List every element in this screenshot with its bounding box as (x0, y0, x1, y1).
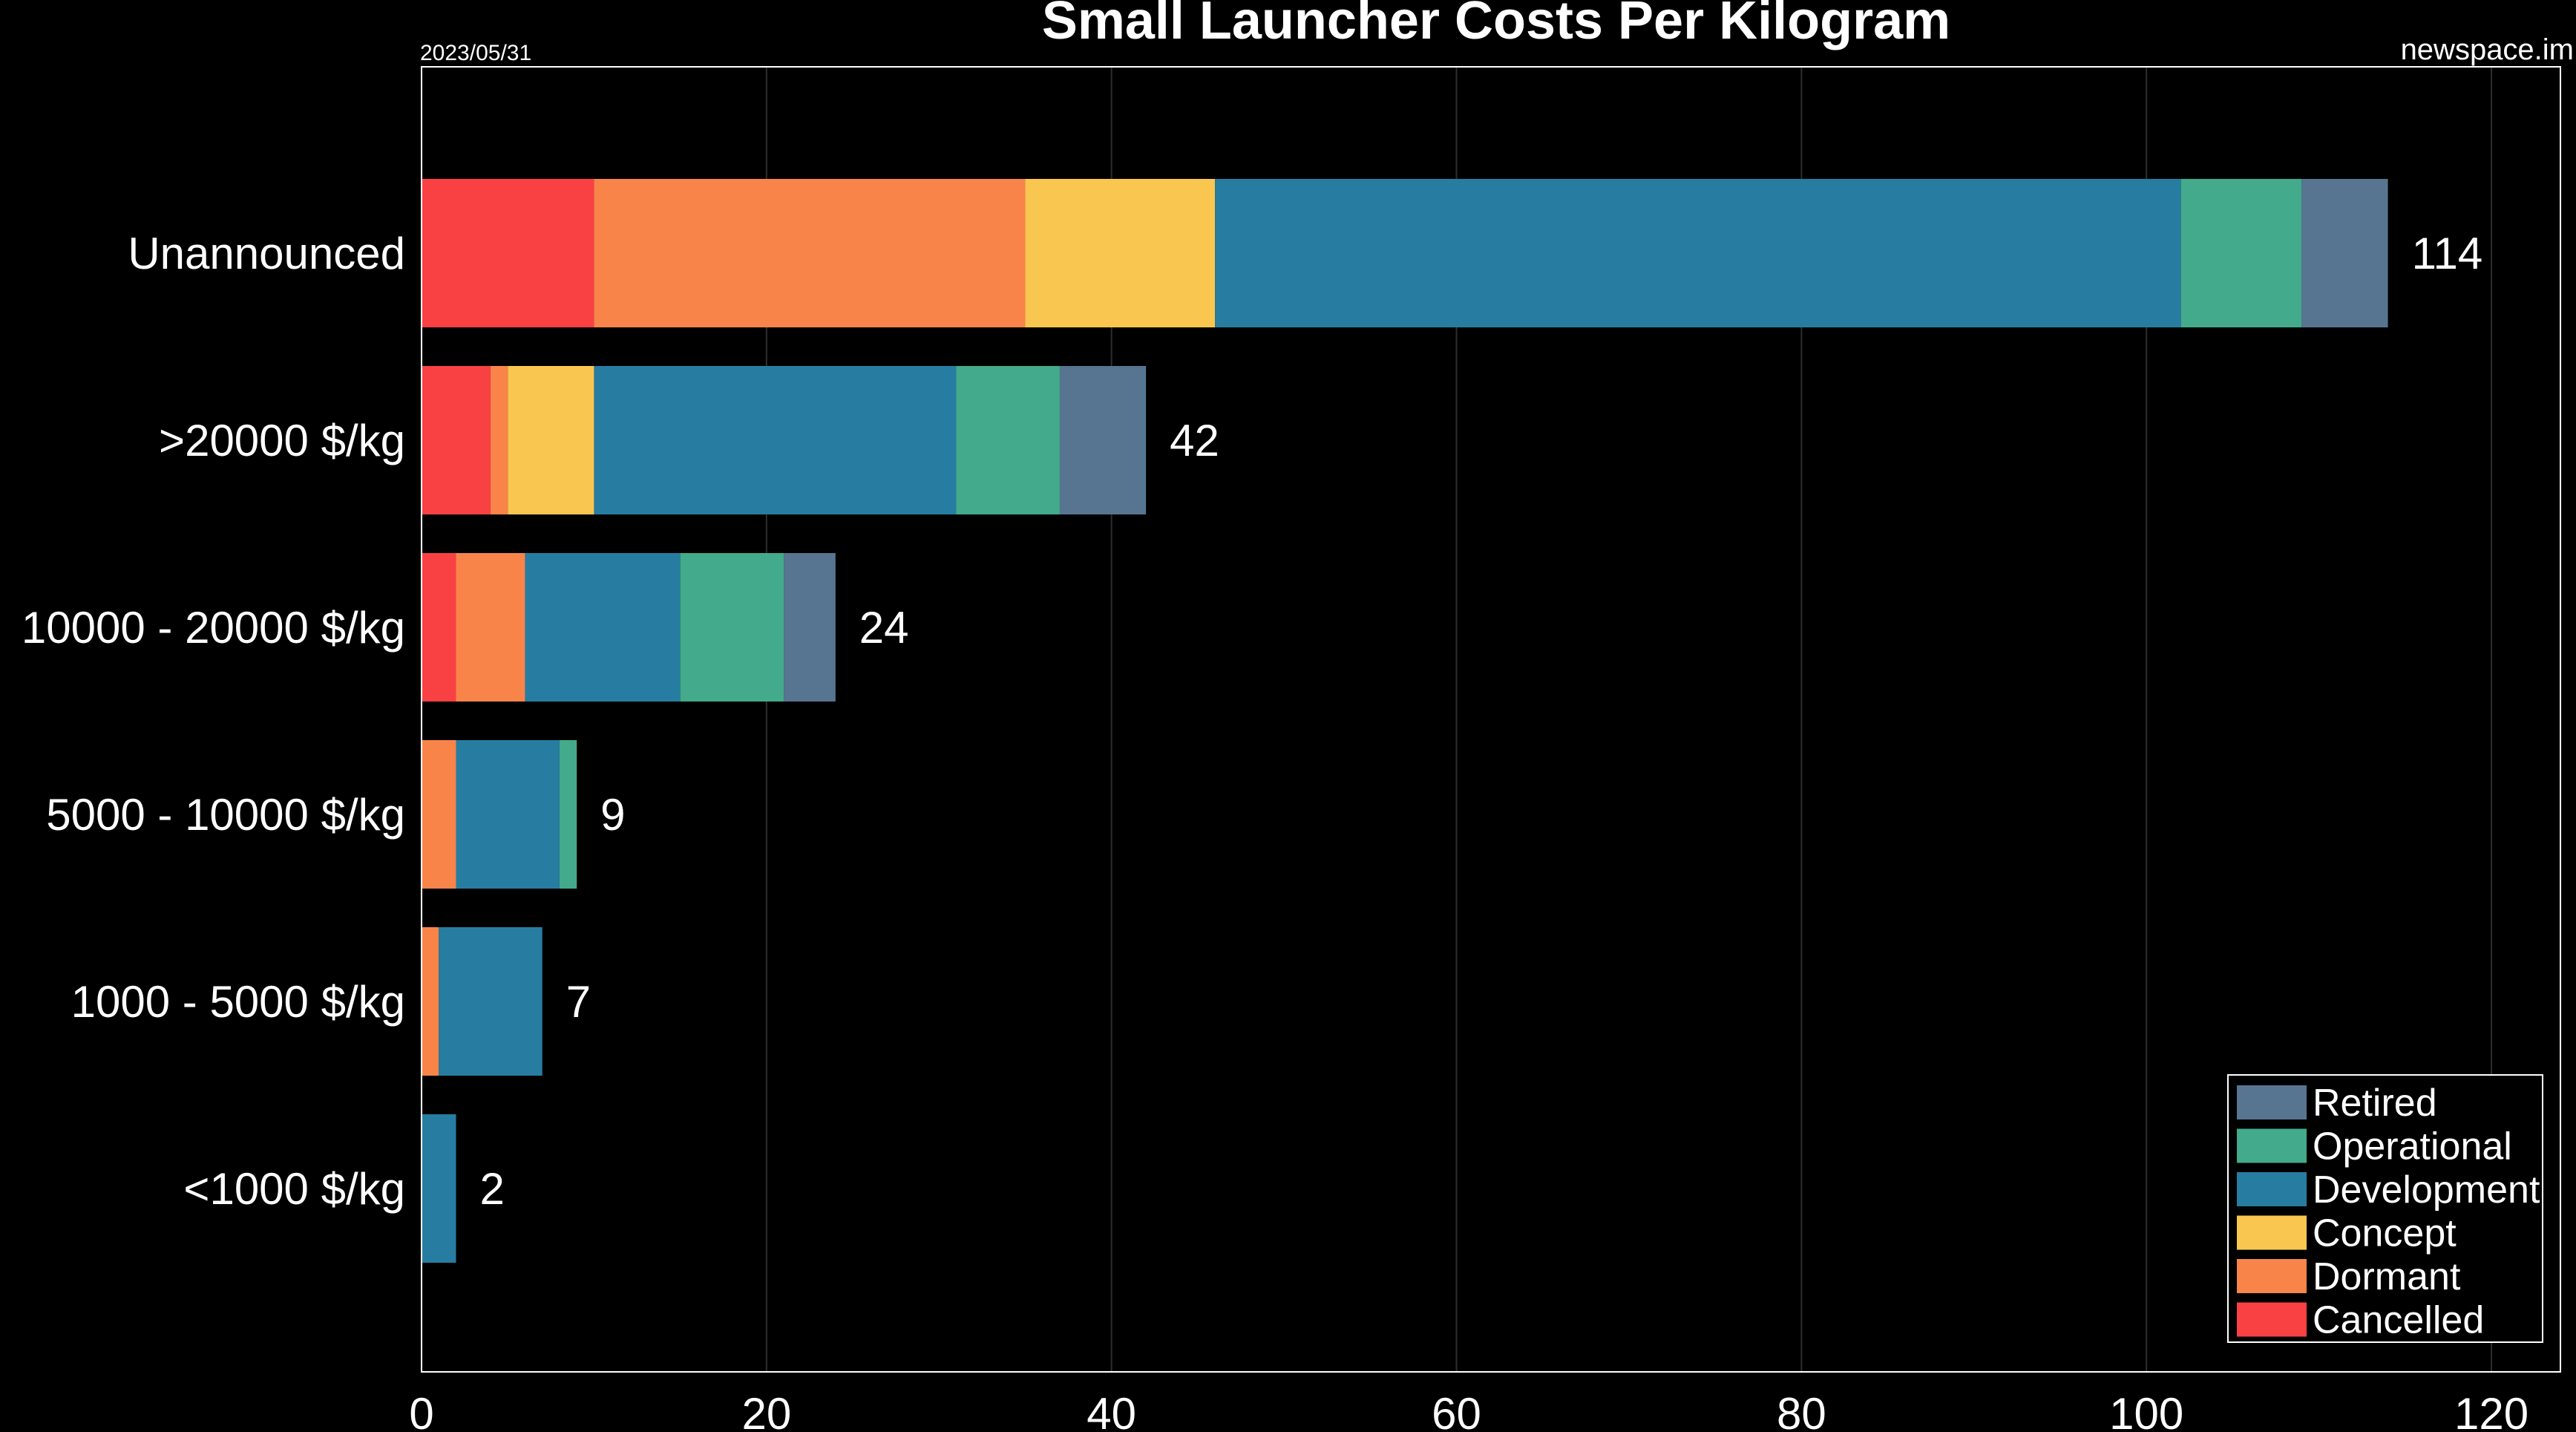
legend: RetiredOperationalDevelopmentConceptDorm… (2227, 1074, 2543, 1343)
x-tick-label: 0 (409, 1389, 433, 1432)
category-label: 1000 - 5000 $/kg (71, 977, 405, 1027)
x-tick-label: 60 (1432, 1389, 1481, 1432)
category-label: 5000 - 10000 $/kg (46, 790, 405, 840)
bar-segment-dormant (594, 179, 1026, 327)
bar-segment-dormant (422, 927, 439, 1076)
chart-title: Small Launcher Costs Per Kilogram (1042, 0, 1950, 50)
bar-segment-cancelled (422, 553, 456, 702)
bar-segment-concept (1025, 179, 1216, 327)
bar-segment-development (1215, 179, 2181, 327)
x-tick-label: 100 (2109, 1389, 2183, 1432)
bar-segment-dormant (422, 740, 456, 889)
bar-segment-development (525, 553, 681, 702)
category-label: <1000 $/kg (183, 1164, 405, 1214)
category-label: 10000 - 20000 $/kg (22, 603, 405, 653)
x-tick-label: 40 (1087, 1389, 1136, 1432)
source-label: newspace.im (2401, 33, 2574, 66)
bar-segment-retired (784, 553, 836, 702)
bar-segment-dormant (490, 366, 508, 514)
bar-segment-retired (1059, 366, 1147, 514)
x-tick-labels: 0 20 40 60 80 100 120 (409, 1389, 2529, 1432)
bar-segment-cancelled (422, 366, 491, 514)
plot-frame (421, 66, 2561, 1373)
bar-segment-operational (559, 740, 577, 889)
legend-swatch (2237, 1172, 2307, 1206)
legend-label: Concept (2313, 1212, 2457, 1255)
x-tick-label: 20 (741, 1389, 791, 1432)
legend-swatch (2237, 1085, 2307, 1119)
bar-segment-concept (508, 366, 594, 514)
legend-label: Cancelled (2313, 1299, 2484, 1342)
x-tick-label: 80 (1777, 1389, 1826, 1432)
category-label: >20000 $/kg (159, 416, 405, 465)
legend-label: Operational (2313, 1125, 2512, 1168)
bar-segment-operational (956, 366, 1060, 514)
legend-swatch (2237, 1259, 2307, 1293)
category-label: Unannounced (128, 229, 405, 278)
bar-segment-development (456, 740, 560, 889)
bar-segment-development (422, 1114, 456, 1263)
legend-swatch (2237, 1302, 2307, 1337)
bar-total-label: 114 (2412, 229, 2483, 278)
x-tick-label: 120 (2454, 1389, 2529, 1432)
bar-segment-dormant (456, 553, 525, 702)
bar-segment-development (594, 366, 957, 514)
legend-swatch (2237, 1128, 2307, 1163)
legend-label: Dormant (2313, 1255, 2461, 1298)
bar-total-label: 24 (859, 603, 909, 653)
category-labels: Unannounced >20000 $/kg 10000 - 20000 $/kg… (22, 229, 405, 1214)
legend-label: Retired (2313, 1082, 2437, 1125)
bar-total-label: 2 (479, 1164, 504, 1214)
bar-segment-development (439, 927, 543, 1076)
bar-total-label: 42 (1170, 416, 1219, 465)
bar-segment-retired (2301, 179, 2388, 327)
bars (422, 179, 2388, 1263)
date-label: 2023/05/31 (420, 41, 531, 65)
bar-segment-cancelled (422, 179, 594, 327)
total-labels: 114 42 24 9 7 2 (479, 229, 2482, 1214)
bar-total-label: 9 (600, 790, 625, 840)
legend-label: Development (2313, 1168, 2540, 1212)
bar-segment-operational (2180, 179, 2302, 327)
bar-segment-operational (680, 553, 784, 702)
legend-swatch (2237, 1215, 2307, 1250)
bar-total-label: 7 (566, 977, 591, 1027)
